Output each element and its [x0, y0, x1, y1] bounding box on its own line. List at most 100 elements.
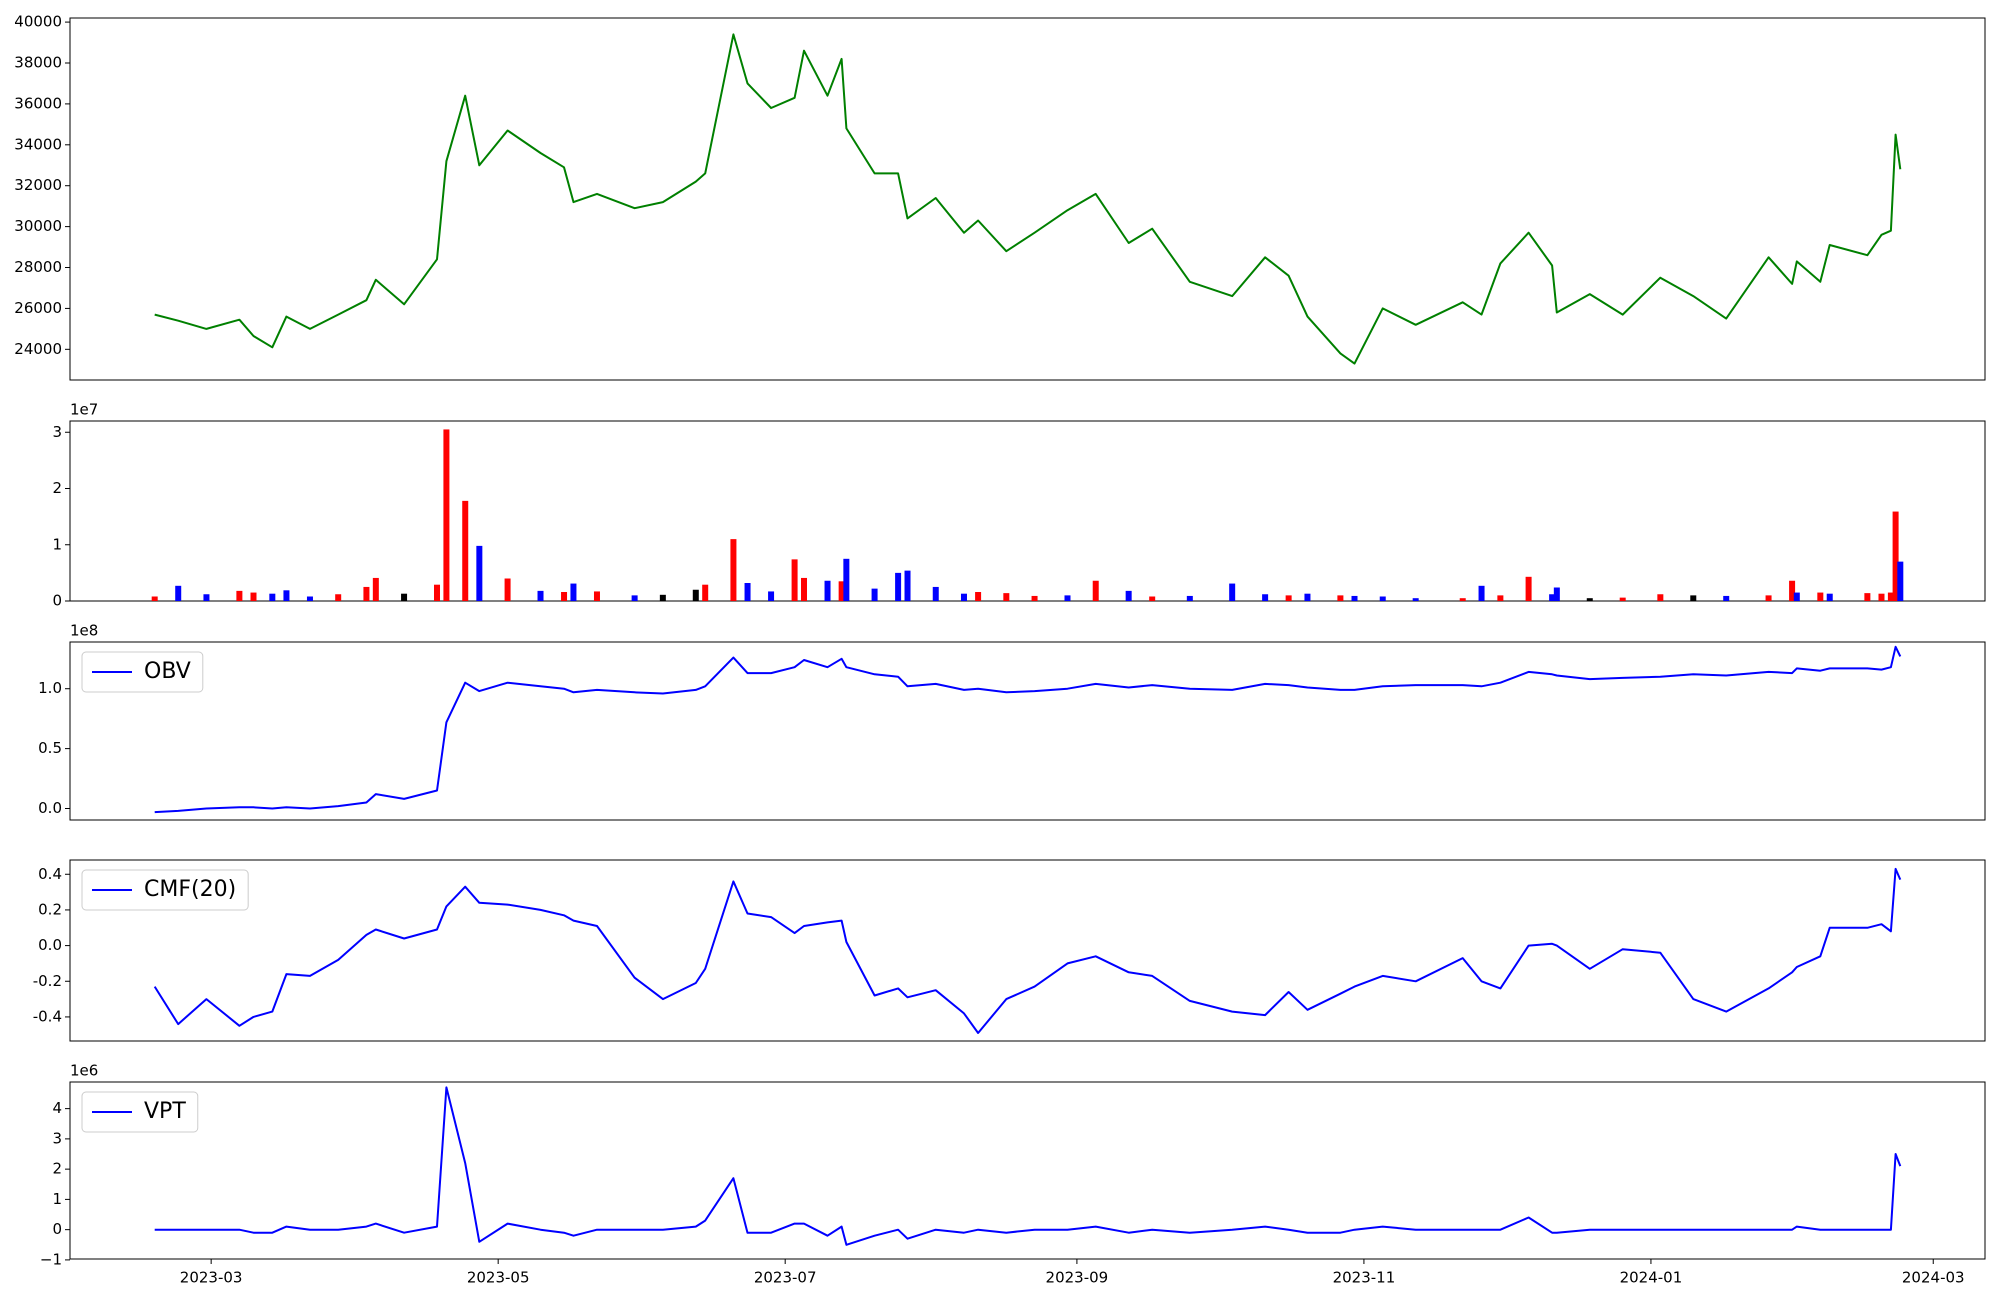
volume-bar [1765, 595, 1772, 601]
y-tick-label: 0.0 [38, 799, 62, 817]
volume-bar [1125, 590, 1132, 601]
volume-bar [1459, 598, 1466, 601]
volume-bar [504, 578, 511, 601]
volume-bar [1553, 587, 1560, 601]
axis-offset-label: 1e7 [70, 401, 98, 419]
x-tick-label: 2023-07 [754, 1269, 817, 1287]
y-tick-label: 0.2 [38, 900, 62, 918]
volume-bar [1379, 596, 1386, 601]
volume-bar [250, 592, 257, 601]
axis-offset-label: 1e8 [70, 622, 98, 640]
y-tick-label: 0.4 [38, 865, 62, 883]
y-tick-label: 32000 [14, 176, 62, 194]
y-tick-label: 3 [52, 423, 62, 441]
volume-bar [1092, 580, 1099, 601]
y-tick-label: 0 [52, 592, 62, 610]
volume-bar [1549, 594, 1556, 601]
volume-bar [1525, 576, 1532, 601]
volume-bar [838, 581, 845, 601]
y-tick-label: 2 [52, 1160, 62, 1178]
volume-bar [462, 500, 469, 601]
y-tick-label: 0 [52, 1220, 62, 1238]
x-tick-label: 2024-01 [1620, 1269, 1683, 1287]
volume-bar [151, 596, 158, 601]
volume-bar [744, 583, 751, 601]
y-tick-label: 4 [52, 1099, 62, 1117]
volume-bar [372, 577, 379, 601]
volume-bar [1412, 598, 1419, 601]
volume-bar [631, 595, 638, 601]
volume-bar [1262, 594, 1269, 601]
volume-bar [1690, 595, 1697, 601]
volume-bar [401, 593, 408, 601]
volume-bar [801, 577, 808, 601]
y-tick-label: −1 [40, 1250, 62, 1268]
y-tick-label: 24000 [14, 340, 62, 358]
indicator-line [154, 645, 1902, 814]
y-tick-label: 30000 [14, 217, 62, 235]
volume-bar [932, 586, 939, 601]
volume-bar [895, 572, 902, 601]
volume-bar [335, 594, 342, 601]
indicator-line [154, 1086, 1902, 1246]
volume-bar [175, 585, 182, 601]
volume-bar [1619, 597, 1626, 601]
volume-bar [768, 591, 775, 601]
volume-bar [561, 592, 568, 601]
volume-bar [1897, 561, 1904, 601]
y-tick-label: -0.2 [33, 972, 62, 990]
x-tick-label: 2023-03 [180, 1269, 243, 1287]
volume-bar [1793, 592, 1800, 601]
legend-box [81, 869, 249, 911]
volume-bar [1285, 595, 1292, 601]
x-tick-label: 2023-09 [1046, 1269, 1109, 1287]
volume-bar [1229, 583, 1236, 601]
volume-bar [1789, 580, 1796, 601]
legend-label: OBV [144, 659, 191, 684]
axes-frame [69, 17, 1986, 381]
volume-bar [570, 583, 577, 601]
y-tick-label: 1.0 [38, 679, 62, 697]
axis-offset-label: 1e6 [70, 1062, 98, 1080]
volume-bar [1586, 598, 1593, 601]
volume-bar [434, 584, 441, 601]
volume-bar [975, 592, 982, 601]
axes-frame [69, 641, 1986, 821]
y-tick-label: 36000 [14, 94, 62, 112]
volume-bar [824, 580, 831, 601]
x-tick-label: 2024-03 [1902, 1269, 1965, 1287]
volume-bar [537, 590, 544, 601]
volume-bar [1351, 595, 1358, 601]
volume-bar [1186, 595, 1193, 601]
volume-bar [692, 589, 699, 601]
volume-bar [269, 593, 276, 601]
axes-frame [69, 420, 1986, 602]
volume-bar [363, 586, 370, 601]
y-tick-label: 0.0 [38, 936, 62, 954]
volume-bar [1723, 595, 1730, 601]
volume-bar [593, 591, 600, 601]
volume-bar [1864, 593, 1871, 601]
volume-bar [960, 593, 967, 601]
indicator-line [153, 867, 1902, 1034]
y-tick-label: 34000 [14, 135, 62, 153]
price-line [154, 33, 1902, 365]
volume-bar [1887, 592, 1894, 601]
volume-bar [871, 588, 878, 601]
volume-bar [659, 594, 666, 601]
y-tick-label: 1 [52, 1190, 62, 1208]
x-tick-label: 2023-05 [467, 1269, 530, 1287]
volume-bar [1064, 595, 1071, 601]
axes-frame [69, 1081, 1986, 1260]
volume-bar [843, 558, 850, 601]
volume-bar [1149, 596, 1156, 601]
legend-label: VPT [144, 1099, 186, 1124]
volume-bar [1031, 595, 1038, 601]
y-tick-label: 26000 [14, 299, 62, 317]
volume-bar [1657, 594, 1664, 601]
volume-bar [1892, 511, 1899, 601]
volume-bar [1826, 593, 1833, 601]
volume-bar [1478, 585, 1485, 601]
volume-bar [1003, 593, 1010, 601]
